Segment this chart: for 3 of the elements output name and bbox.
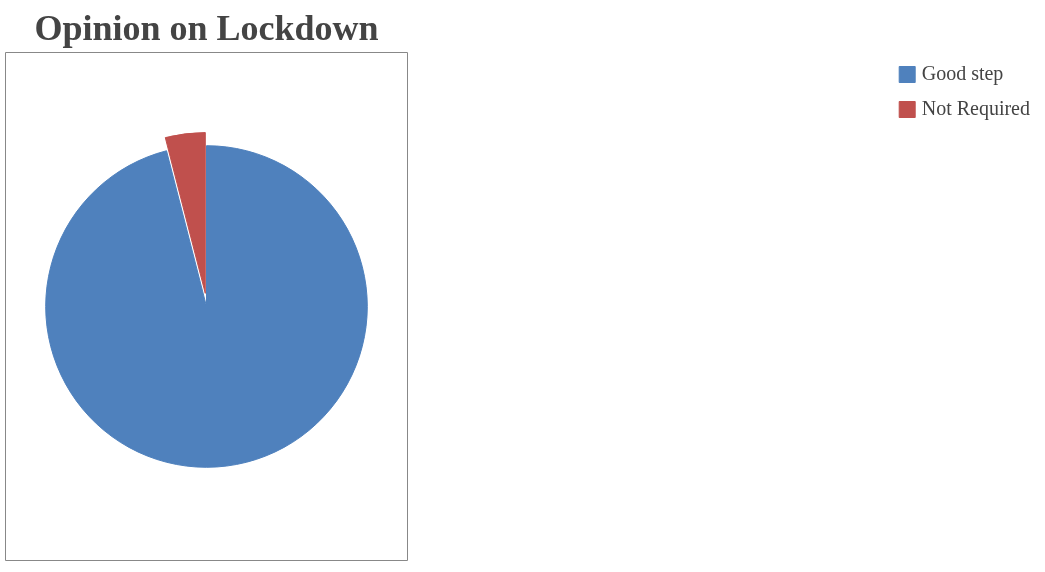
legend-label: Not Required	[921, 97, 1030, 120]
legend-label: Good step	[921, 62, 1004, 85]
chart-title: Opinion on Lockdown	[34, 7, 379, 48]
